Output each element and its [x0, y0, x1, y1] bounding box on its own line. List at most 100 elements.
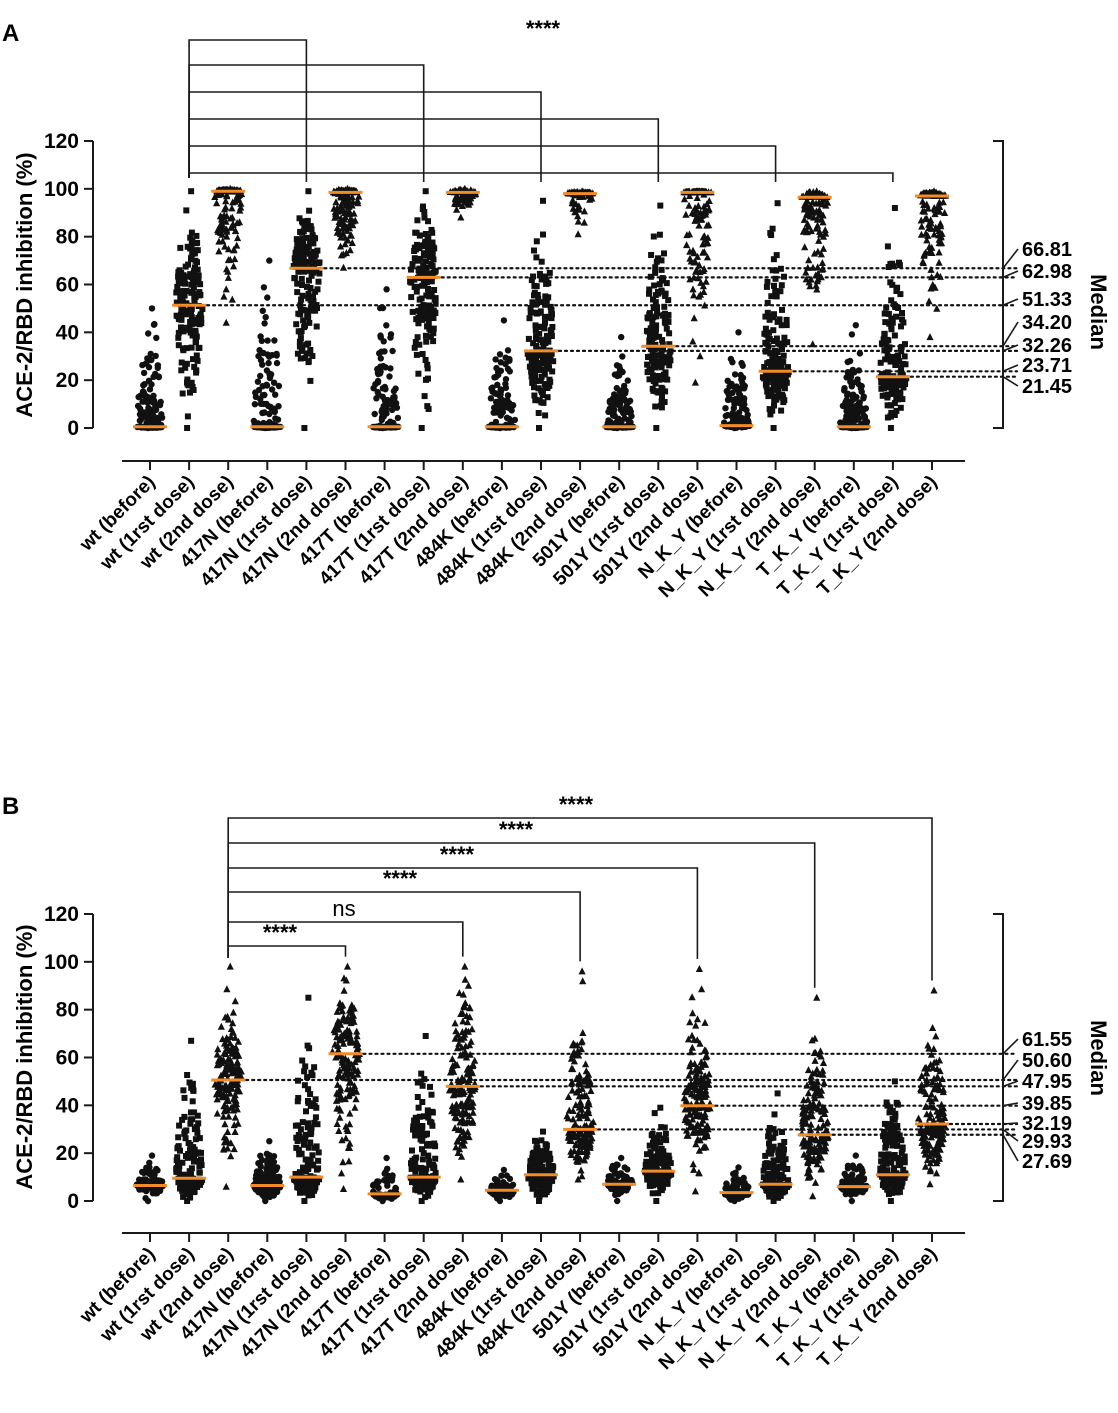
data-point — [140, 1176, 147, 1183]
data-series — [369, 1154, 401, 1205]
data-point — [458, 1074, 466, 1081]
data-point — [533, 343, 540, 349]
data-point — [296, 343, 303, 350]
data-point — [257, 333, 264, 340]
data-point — [145, 364, 153, 371]
data-point — [300, 317, 307, 324]
data-point — [844, 358, 851, 366]
data-point — [316, 270, 323, 277]
data-point — [848, 331, 856, 338]
data-point — [217, 1022, 225, 1030]
data-point — [431, 296, 438, 303]
data-point — [783, 322, 790, 329]
median-leader-line — [1002, 298, 1019, 306]
comparison-bracket — [188, 91, 542, 182]
data-point — [221, 1120, 229, 1128]
data-point — [191, 295, 198, 302]
median-value-label: 32.19 — [1022, 1113, 1072, 1135]
data-point — [374, 365, 381, 373]
data-point — [428, 278, 435, 285]
data-point — [899, 360, 906, 367]
data-point — [411, 276, 418, 283]
data-point — [850, 379, 857, 386]
data-point — [431, 1140, 438, 1147]
data-point — [689, 337, 697, 345]
data-point — [538, 1137, 545, 1144]
data-point — [764, 278, 771, 285]
data-point — [899, 310, 905, 316]
data-point — [705, 221, 713, 229]
data-point — [493, 364, 500, 372]
data-point — [780, 352, 787, 359]
median-value-label: 27.69 — [1022, 1151, 1072, 1173]
data-point — [232, 1096, 240, 1104]
data-point — [294, 241, 301, 248]
data-point — [541, 325, 548, 332]
data-point — [158, 411, 165, 418]
comparison-bracket — [188, 39, 308, 182]
data-point — [224, 1015, 233, 1023]
data-point — [145, 404, 152, 412]
data-point — [782, 372, 789, 379]
data-point — [224, 1106, 232, 1114]
data-point — [772, 275, 779, 282]
data-point — [421, 214, 428, 221]
data-point — [777, 288, 784, 295]
data-point — [649, 319, 656, 326]
data-point — [300, 1140, 307, 1147]
data-point — [423, 1185, 430, 1192]
data-point — [463, 1096, 471, 1104]
data-point — [292, 1171, 299, 1177]
data-point — [432, 1169, 439, 1176]
data-point — [311, 1119, 318, 1126]
data-point — [617, 1188, 624, 1195]
data-point — [662, 372, 669, 379]
data-point — [185, 1151, 192, 1157]
data-point — [217, 1054, 225, 1062]
data-point — [333, 224, 342, 231]
data-point — [738, 359, 745, 367]
data-point — [771, 402, 777, 409]
data-point — [661, 376, 668, 383]
median-value-label: 50.60 — [1022, 1050, 1072, 1072]
data-point — [763, 371, 770, 378]
data-point — [655, 1190, 662, 1197]
data-point — [530, 340, 537, 347]
data-point — [427, 1118, 433, 1125]
data-point — [300, 1164, 306, 1171]
data-point — [548, 333, 555, 339]
data-series — [134, 305, 166, 432]
data-point — [229, 1064, 237, 1072]
data-point — [701, 235, 709, 243]
data-point — [459, 1017, 467, 1025]
data-point — [660, 312, 667, 319]
data-point — [934, 202, 942, 210]
data-point — [216, 221, 224, 229]
data-point — [781, 273, 787, 280]
data-point — [659, 275, 666, 282]
data-point — [728, 380, 735, 388]
data-point — [900, 384, 907, 391]
data-point — [491, 374, 498, 381]
data-point — [310, 240, 317, 247]
data-point — [306, 319, 313, 326]
data-point — [235, 1087, 244, 1095]
data-point — [193, 291, 199, 298]
data-point — [611, 406, 618, 413]
data-point — [271, 337, 278, 344]
data-point — [213, 1061, 221, 1069]
data-point — [186, 1194, 193, 1201]
data-point — [458, 1139, 466, 1147]
data-point — [542, 294, 549, 301]
data-series — [173, 188, 206, 431]
data-point — [456, 1079, 464, 1087]
data-point — [766, 335, 773, 342]
data-point — [537, 336, 544, 343]
data-point — [153, 334, 160, 342]
data-point — [531, 292, 537, 299]
data-point — [658, 1124, 665, 1131]
data-point — [654, 305, 660, 311]
data-point — [652, 403, 659, 410]
data-point — [693, 206, 701, 214]
data-point — [818, 259, 826, 266]
